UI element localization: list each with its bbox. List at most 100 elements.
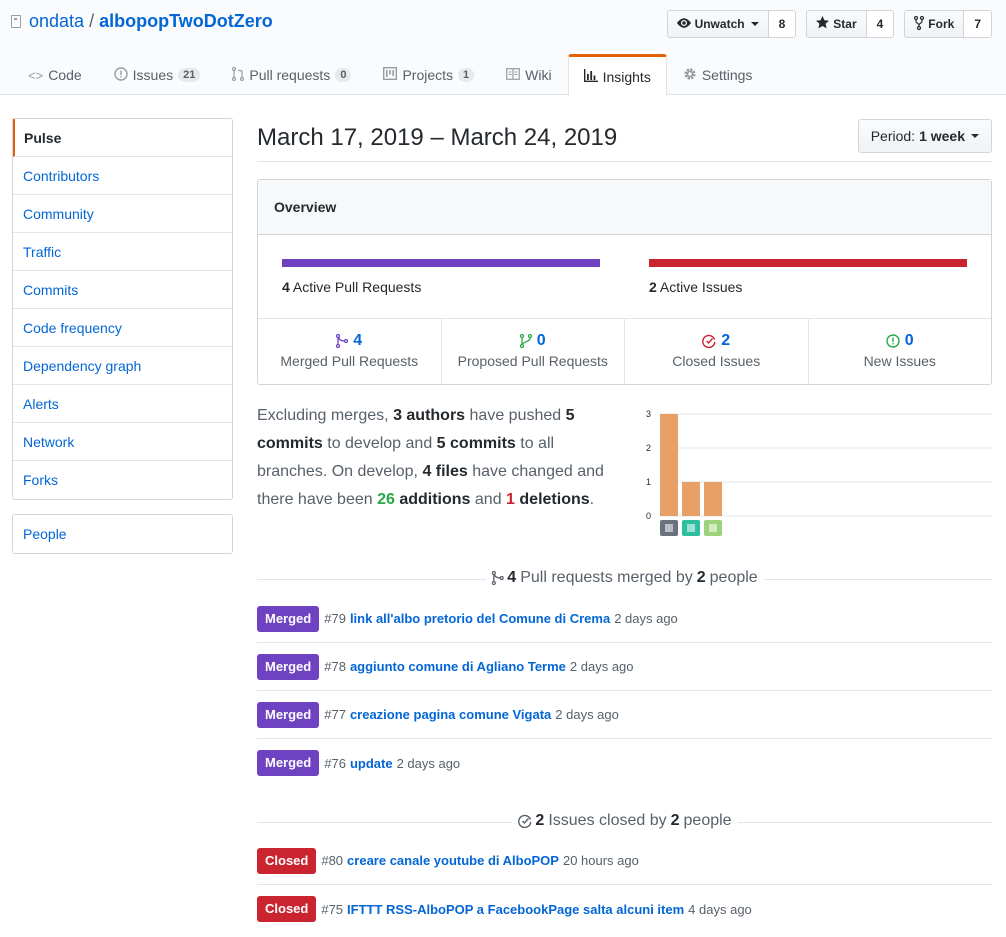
tab-insights-label: Insights — [602, 68, 651, 85]
closed-badge: Closed — [257, 896, 317, 922]
menu-item-alerts[interactable]: Alerts — [13, 385, 232, 423]
menu-item-traffic[interactable]: Traffic — [13, 233, 232, 271]
avatar-pattern — [665, 524, 673, 532]
page-title: March 17, 2019 – March 24, 2019 — [257, 124, 618, 151]
tab-issues[interactable]: Issues 21 — [98, 54, 217, 95]
pr-number: #76 — [324, 755, 346, 771]
issue-title-link[interactable]: IFTTT RSS-AlboPOP a FacebookPage salta a… — [347, 901, 685, 917]
merged-badge: Merged — [257, 653, 320, 680]
merged-prs-stat[interactable]: 4 Merged Pull Requests — [258, 319, 442, 384]
commits-by-author-chart: 0 1 2 3 — [646, 409, 992, 536]
summary-text-5: have changed and there have been — [257, 463, 604, 508]
menu-item-forks[interactable]: Forks — [23, 472, 58, 488]
issues-section-heading: 2 Issues closed by 2 people — [257, 812, 992, 832]
pr-title-link[interactable]: aggiunto comune di Agliano Terme — [349, 659, 566, 674]
merged-prs-label: Merged Pull Requests — [280, 353, 419, 369]
issues-closed-count: 2 — [535, 812, 545, 829]
pr-number: #78 — [324, 659, 346, 674]
pr-title-link[interactable]: creazione pagina comune Vigata — [349, 707, 552, 722]
tab-wiki[interactable]: Wiki — [490, 54, 567, 95]
active-issues-link[interactable]: 2 Active Issues — [649, 279, 742, 295]
tab-code[interactable]: <> Code — [12, 54, 98, 95]
tab-settings-label: Settings — [701, 67, 753, 83]
prs-people-count: 2 — [696, 569, 706, 586]
overview-heading: Overview — [258, 180, 991, 235]
merged-badge: Merged — [257, 750, 320, 776]
tab-settings[interactable]: Settings — [667, 54, 769, 95]
issues-count: 21 — [178, 68, 201, 82]
prs-section-t2: people — [709, 569, 758, 586]
git-merge-icon — [336, 334, 349, 348]
pr-title-link[interactable]: link all'albo pretorio del Comune di Cre… — [349, 611, 611, 626]
closed-issues-stat[interactable]: 2 Closed Issues — [625, 319, 809, 384]
code-icon: <> — [28, 67, 44, 83]
menu-item-contributors[interactable]: Contributors — [13, 157, 232, 195]
issue-closed-icon — [702, 334, 716, 348]
avatar-pattern — [709, 524, 717, 532]
chart-bar — [704, 482, 722, 516]
project-icon — [383, 66, 398, 83]
summary-commits-all: 5 commits — [436, 435, 516, 452]
repo-header: ondata / albopopTwoDotZero Unwatch 8 Sta… — [0, 0, 1006, 96]
summary-text-1: Excluding merges, — [257, 407, 394, 424]
star-icon — [816, 16, 830, 32]
tab-projects[interactable]: Projects 1 — [367, 54, 490, 95]
tab-insights[interactable]: Insights — [567, 54, 667, 96]
overview-box: Overview 4 Active Pull Requests 2 Active… — [257, 179, 992, 385]
summary-additions-num: 26 — [377, 491, 395, 508]
new-issues-count: 0 — [809, 332, 992, 350]
tab-pull-requests[interactable]: Pull requests 0 — [216, 54, 367, 95]
repo-icon — [11, 15, 21, 28]
tab-wiki-label: Wiki — [525, 67, 552, 83]
pr-title-link[interactable]: update — [349, 755, 393, 771]
merged-prs-count: 4 — [258, 332, 441, 350]
menu-item-network[interactable]: Network — [13, 423, 232, 461]
summary-text-2: have pushed — [465, 407, 566, 424]
pr-list-item: Merged #76 update 2 days ago — [257, 739, 992, 787]
merged-badge: Merged — [257, 701, 320, 728]
pr-time: 2 days ago — [614, 611, 678, 626]
period-prefix: Period: — [870, 128, 916, 144]
watch-button[interactable]: Unwatch — [666, 10, 769, 38]
title-divider — [257, 161, 992, 162]
proposed-prs-stat[interactable]: 0 Proposed Pull Requests — [442, 319, 625, 384]
fork-button[interactable]: Fork — [904, 10, 965, 38]
merged-badge: Merged — [257, 605, 320, 632]
star-label: Star — [833, 17, 857, 31]
menu-item-commits[interactable]: Commits — [13, 271, 232, 309]
prs-section-heading: 4 Pull requests merged by 2 people — [257, 569, 992, 589]
issue-list-item: Closed #80 creare canale youtube di Albo… — [257, 837, 992, 885]
active-prs-bar — [282, 259, 600, 267]
issue-title-link[interactable]: creare canale youtube di AlboPOP — [347, 853, 559, 868]
fork-icon — [914, 15, 925, 33]
issue-opened-icon — [886, 334, 900, 348]
issue-opened-icon — [113, 66, 128, 84]
book-icon — [506, 67, 521, 83]
menu-item-dependency-graph[interactable]: Dependency graph — [13, 347, 232, 385]
proposed-prs-label: Proposed Pull Requests — [457, 353, 608, 369]
watch-count[interactable]: 8 — [768, 10, 797, 38]
repo-owner-link[interactable]: ondata — [29, 11, 85, 31]
proposed-prs-count: 0 — [442, 332, 625, 350]
chart-bar — [660, 414, 678, 516]
repo-name-link[interactable]: albopopTwoDotZero — [99, 11, 273, 31]
fork-count[interactable]: 7 — [964, 10, 992, 38]
summary-files: 4 files — [422, 463, 468, 480]
projects-count: 1 — [458, 68, 475, 82]
menu-item-people[interactable]: People — [23, 526, 67, 542]
repo-actions: Unwatch 8 Star 4 Fork 7 — [666, 10, 992, 38]
summary-additions-word: additions — [394, 491, 471, 508]
menu-item-pulse[interactable]: Pulse — [13, 119, 232, 157]
menu-item-community[interactable]: Community — [13, 195, 232, 233]
new-issues-stat[interactable]: 0 New Issues — [809, 319, 992, 384]
star-button[interactable]: Star — [806, 10, 867, 38]
pr-time: 2 days ago — [396, 755, 461, 771]
star-count[interactable]: 4 — [866, 10, 895, 38]
avatar-pattern — [687, 524, 695, 532]
active-prs-link[interactable]: 4 Active Pull Requests — [282, 279, 421, 295]
summary-text-6: and — [470, 491, 507, 508]
watch-label: Unwatch — [694, 17, 745, 31]
menu-item-code-frequency[interactable]: Code frequency — [13, 309, 232, 347]
issue-list-item: Closed #75 IFTTT RSS-AlboPOP a FacebookP… — [257, 885, 992, 933]
period-select[interactable]: Period: 1 week — [857, 119, 992, 153]
